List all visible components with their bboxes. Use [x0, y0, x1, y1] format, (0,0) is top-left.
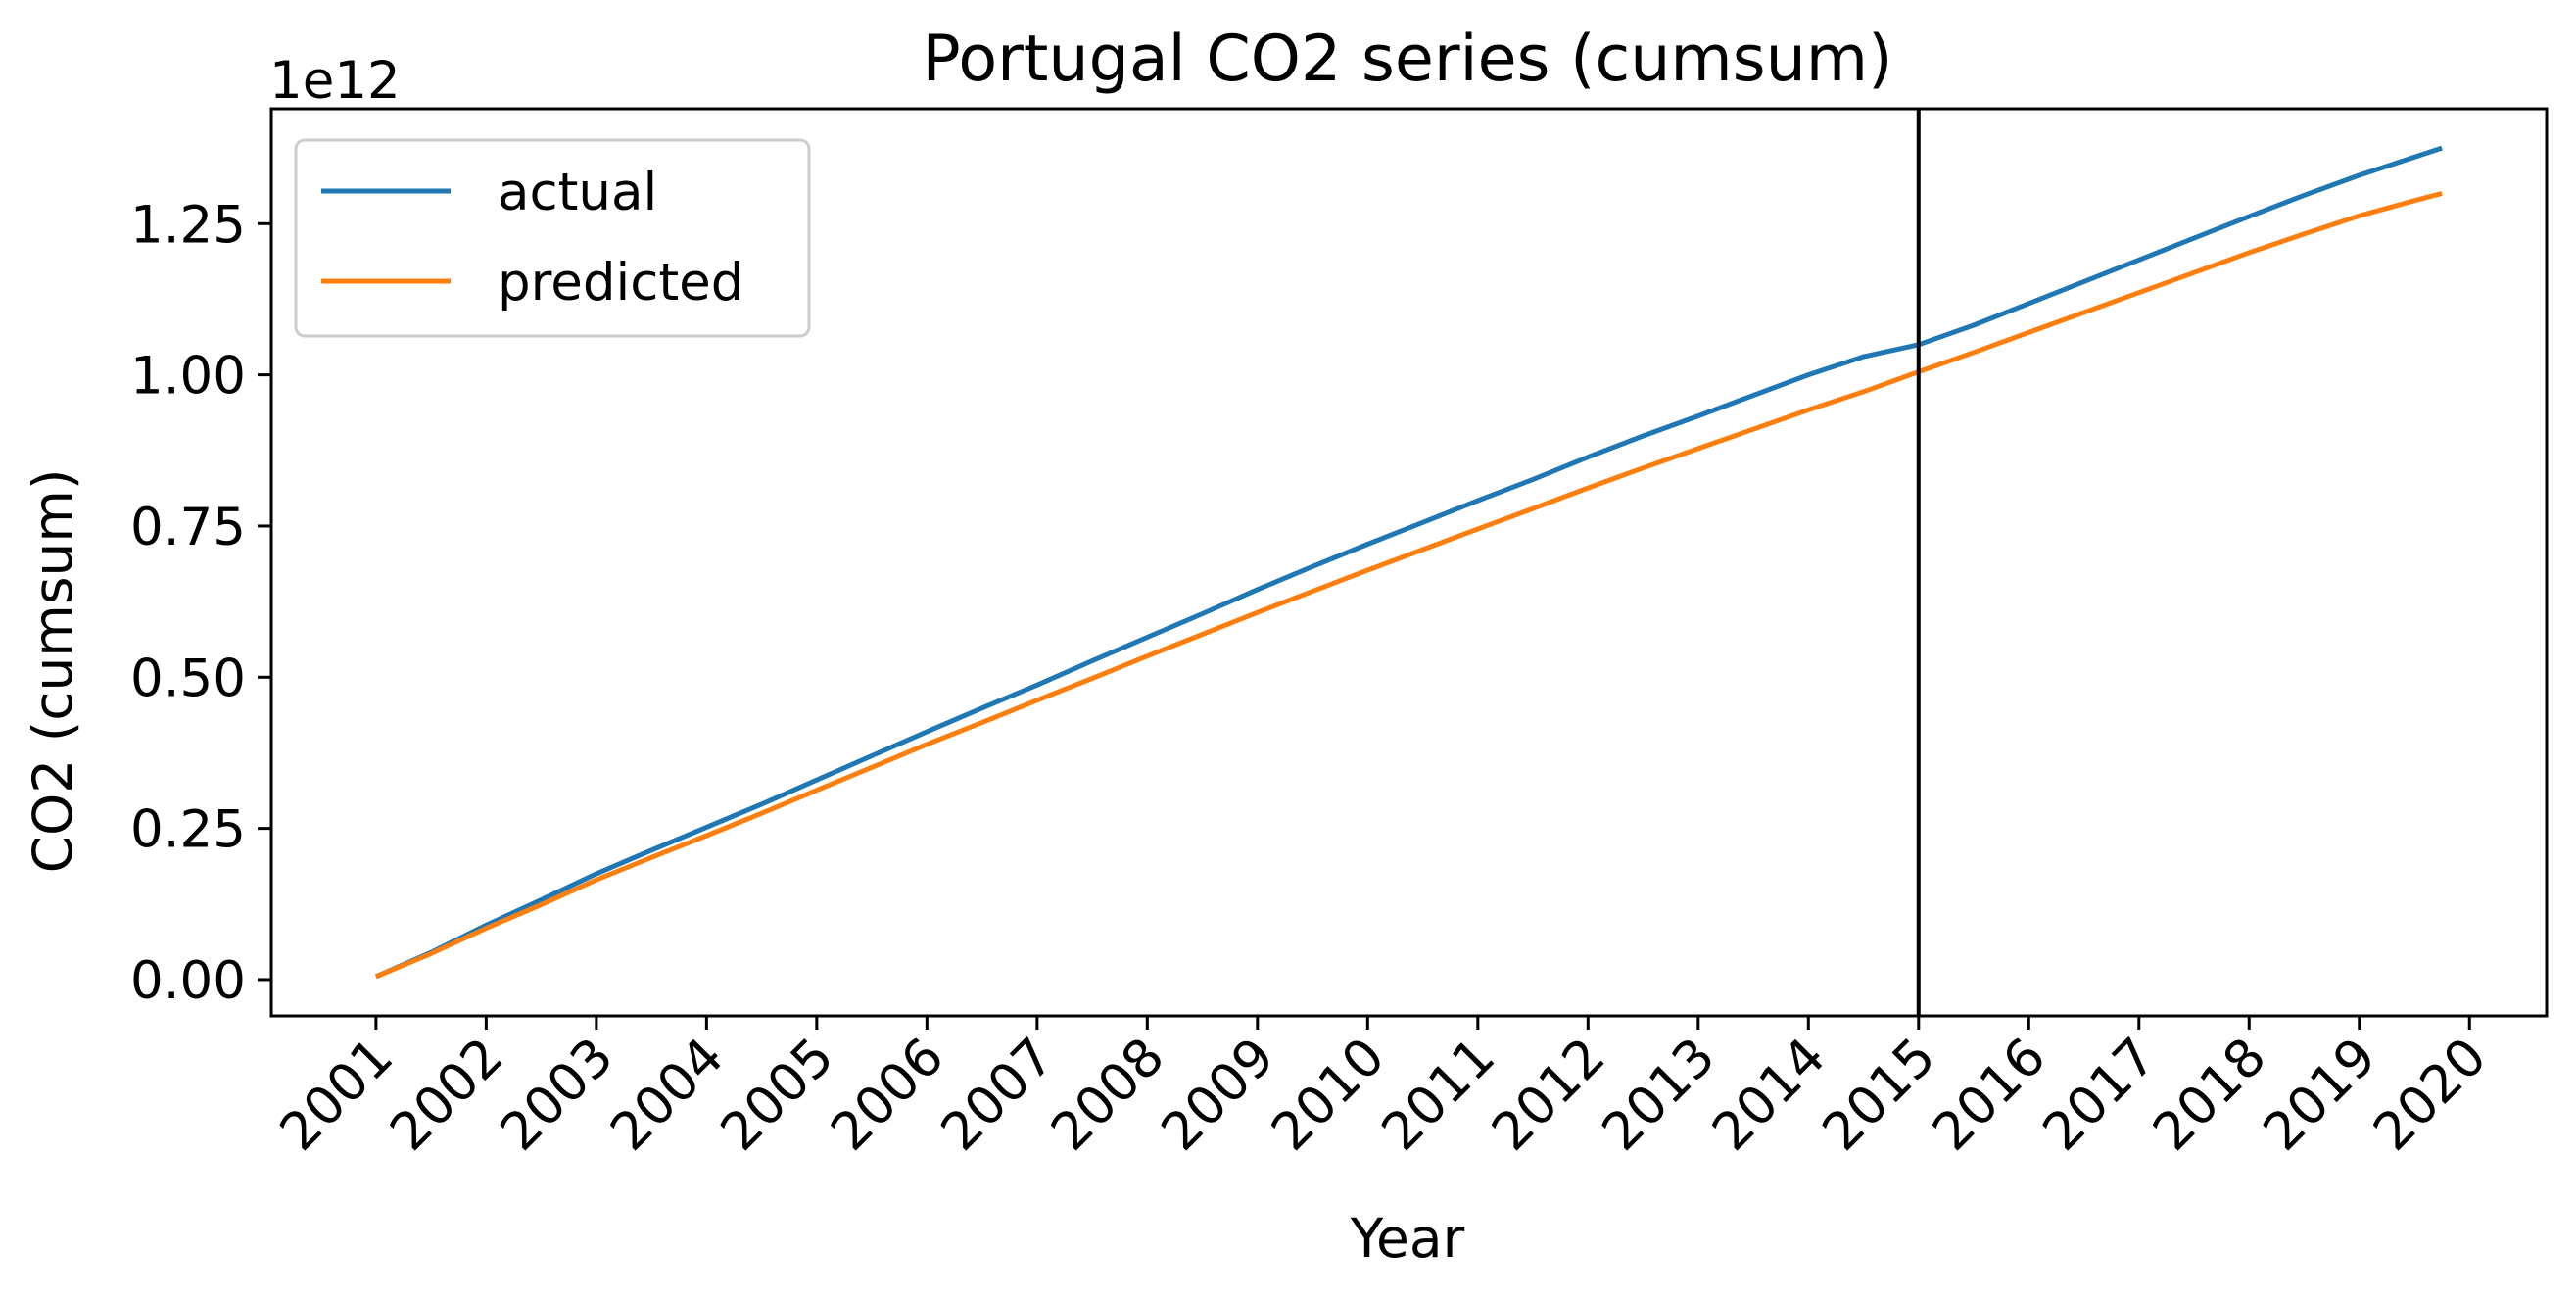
- series-line-actual: [374, 145, 2443, 980]
- y-tick-label: 0.25: [130, 800, 246, 860]
- y-axis-offset-label: 1e12: [269, 51, 401, 111]
- chart-title: Portugal CO2 series (cumsum): [923, 23, 1893, 96]
- x-axis-label: Year: [1350, 1207, 1465, 1270]
- y-tick-label: 1.00: [130, 347, 246, 407]
- legend-label-actual: actual: [498, 163, 657, 222]
- legend-label-predicted: predicted: [498, 253, 743, 313]
- y-axis-label: CO2 (cumsum): [22, 469, 84, 874]
- y-tick-label: 0.00: [130, 951, 246, 1011]
- axes-frame: [269, 107, 2549, 1018]
- y-tick-label: 0.50: [130, 649, 246, 708]
- y-tick-label: 0.75: [130, 498, 246, 557]
- series-line-predicted: [374, 190, 2443, 980]
- y-tick-label: 1.25: [130, 195, 246, 255]
